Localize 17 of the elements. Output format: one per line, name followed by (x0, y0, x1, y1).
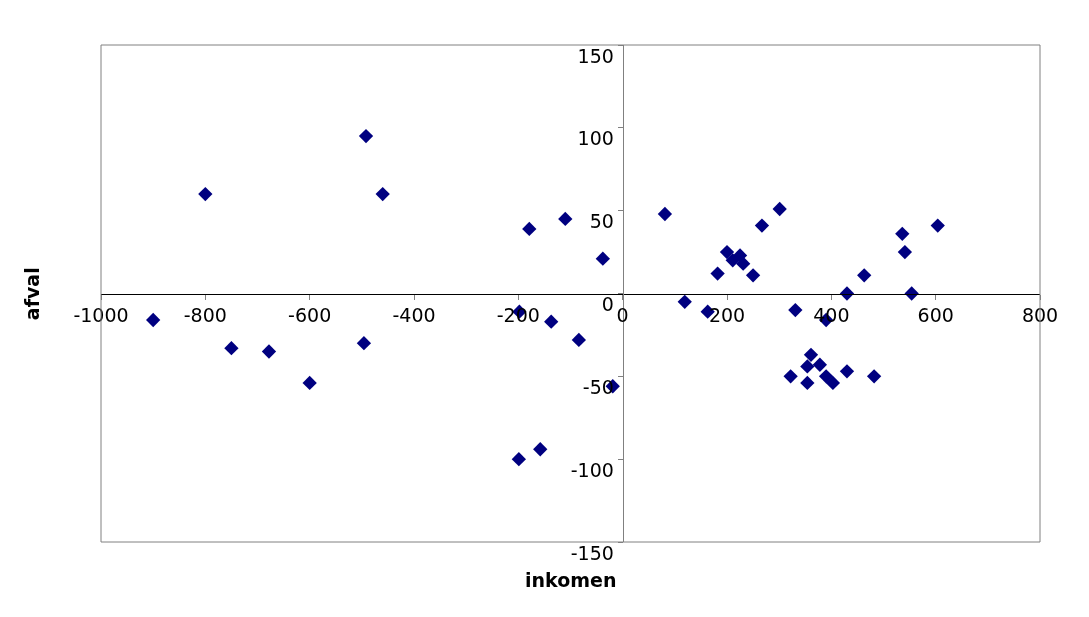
y-axis-title: afval (21, 267, 44, 321)
x-tick-label: -800 (183, 304, 227, 327)
y-tick-label: -150 (570, 541, 614, 564)
x-tick-label: -600 (288, 304, 332, 327)
x-tick-label: -400 (392, 304, 436, 327)
y-tick-label: 50 (589, 210, 614, 233)
y-tick-label: 150 (577, 44, 614, 67)
x-tick-label: 600 (917, 304, 954, 327)
x-axis-title: inkomen (525, 569, 617, 591)
x-tick-label: -1000 (73, 304, 129, 327)
y-tick-label: -100 (570, 458, 614, 481)
x-tick-label: 400 (813, 304, 850, 327)
x-tick-label: 200 (708, 304, 746, 327)
x-tick-label: -200 (496, 304, 540, 327)
y-tick-label: 100 (577, 127, 614, 150)
x-tick-label: 0 (616, 304, 629, 327)
x-tick-label: 800 (1021, 304, 1059, 327)
